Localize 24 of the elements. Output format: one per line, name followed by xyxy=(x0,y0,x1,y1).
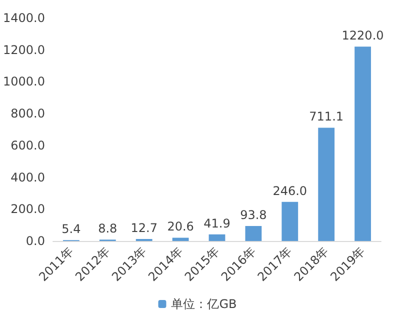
y-tick-label: 0.0 xyxy=(26,234,45,248)
bar xyxy=(172,238,189,241)
data-label: 20.6 xyxy=(167,220,194,234)
bar xyxy=(318,128,335,241)
data-label: 246.0 xyxy=(272,184,308,198)
data-label: 41.9 xyxy=(204,216,230,230)
y-tick-label: 1200.0 xyxy=(2,42,45,57)
bar xyxy=(282,202,298,241)
y-tick-label: 400.0 xyxy=(10,170,45,184)
data-label: 93.8 xyxy=(240,208,267,222)
bar xyxy=(354,46,371,241)
bar xyxy=(245,226,262,241)
y-tick-label: 1000.0 xyxy=(2,74,45,89)
data-label: 12.7 xyxy=(130,220,158,235)
y-tick-label: 800.0 xyxy=(10,106,45,121)
data-label: 1220.0 xyxy=(342,28,384,43)
y-tick-label: 1400.0 xyxy=(2,11,45,25)
data-label: 8.8 xyxy=(98,222,118,236)
data-label: 711.1 xyxy=(309,110,344,124)
y-tick-label: 200.0 xyxy=(10,202,45,216)
data-label: 5.4 xyxy=(62,222,81,236)
y-tick-label: 600.0 xyxy=(10,138,45,152)
bar xyxy=(208,234,226,241)
legend-label: 单位：亿GB xyxy=(171,297,237,311)
